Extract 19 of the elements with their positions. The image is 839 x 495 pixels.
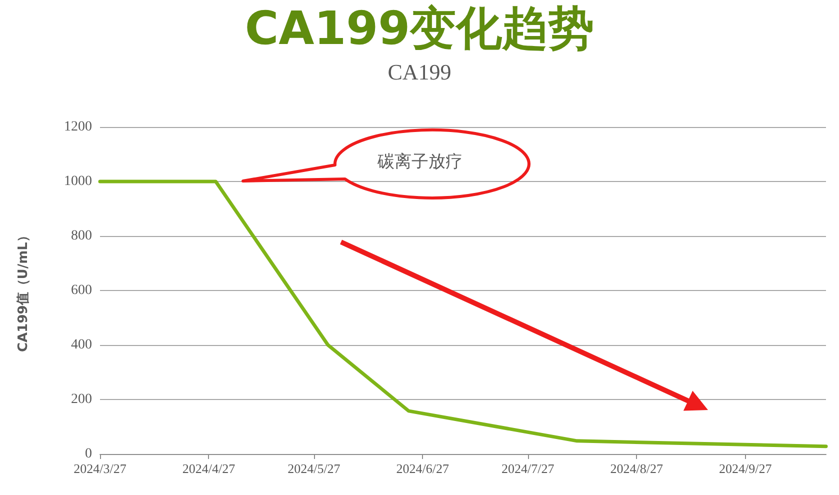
chart-subtitle: CA199 — [388, 60, 452, 84]
line-series — [98, 180, 828, 448]
x-tick-label: 2024/5/27 — [288, 461, 341, 476]
y-tick-label: 200 — [71, 392, 92, 407]
x-tick-label: 2024/3/27 — [74, 461, 127, 476]
x-tick-label: 2024/6/27 — [396, 461, 450, 476]
x-tick-label: 2024/4/27 — [182, 461, 236, 476]
y-tick-label: 0 — [85, 446, 92, 462]
y-tick-label: 800 — [71, 228, 92, 244]
x-tick-label: 2024/8/27 — [610, 461, 664, 476]
x-tick-label: 2024/7/27 — [502, 461, 555, 476]
x-tick-label: 2024/9/27 — [718, 461, 772, 476]
annotation: 碳离子放疗 — [376, 152, 462, 172]
y-tick-label: 600 — [71, 283, 92, 298]
y-tick-label: 400 — [71, 338, 92, 352]
y-tick-label: 1000 — [64, 174, 92, 189]
chart-title: CA199变化趋势 — [244, 1, 594, 55]
y-tick-label: 1200 — [64, 120, 92, 134]
y-axis-title: CA199值（U/mL） — [16, 229, 31, 352]
